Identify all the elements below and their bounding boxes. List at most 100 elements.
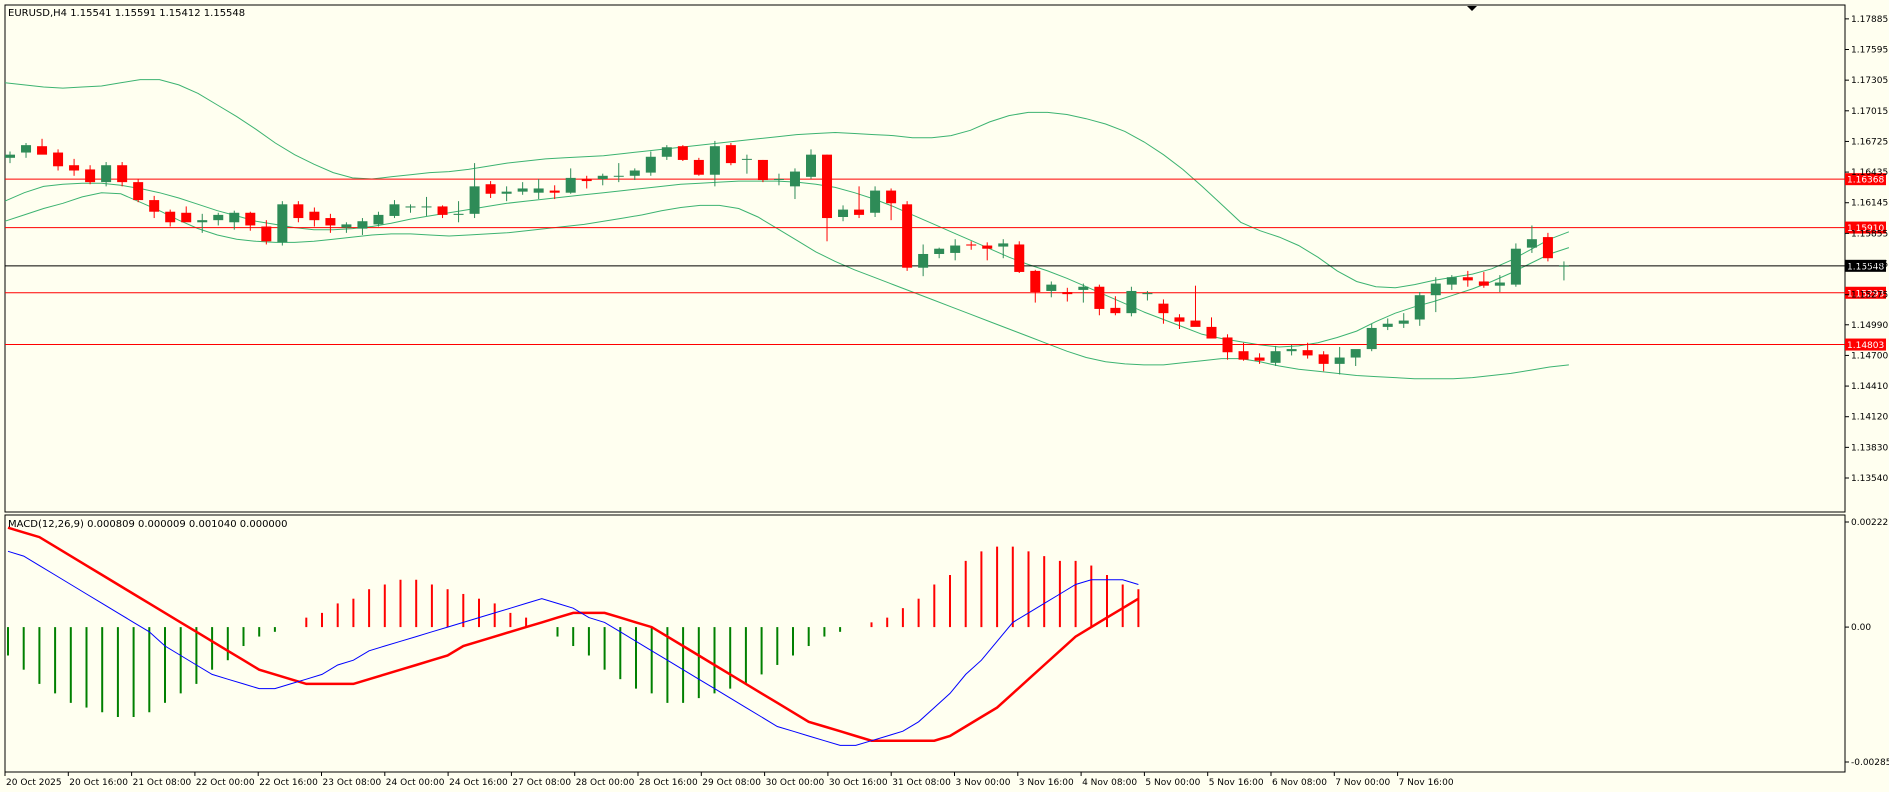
candle: [1462, 270, 1473, 287]
candle-body: [261, 226, 272, 242]
candle: [1110, 296, 1121, 316]
candle-body: [1414, 295, 1425, 320]
candle-body: [293, 204, 304, 219]
candle: [613, 163, 624, 183]
candle-body: [1046, 284, 1057, 291]
candle-body: [806, 154, 816, 177]
candle-body: [998, 243, 1009, 247]
candle: [1238, 342, 1249, 361]
candle-body: [85, 169, 96, 183]
candle-body: [1206, 326, 1217, 339]
price-tick-label: 1.14120: [1851, 413, 1888, 423]
candle: [934, 247, 945, 259]
candle-body: [373, 214, 384, 225]
candle: [1302, 342, 1313, 359]
candle-body: [886, 190, 897, 204]
macd-panel[interactable]: [4, 514, 1846, 773]
candle: [85, 165, 96, 185]
candle: [373, 211, 384, 227]
candle: [1030, 269, 1041, 303]
time-tick-label: 5 Nov 00:00: [1145, 778, 1200, 788]
price-tick-label: 1.15855: [1851, 229, 1888, 239]
time-axis: 20 Oct 2025 20 Oct 16:00 21 Oct 08:00 22 Oc…: [4, 772, 1454, 788]
candle-body: [1158, 303, 1169, 314]
candle-body: [725, 145, 736, 164]
macd-indicator: [7, 526, 1140, 746]
candle-body: [597, 175, 608, 179]
candle-body: [709, 146, 720, 175]
bollinger-lower-line: [4, 192, 1569, 380]
candle: [982, 242, 993, 261]
current-price-label: 1.15548: [1847, 262, 1884, 272]
candle: [469, 163, 480, 219]
candle-body: [565, 177, 576, 193]
price-tick-label: 1.13830: [1851, 443, 1888, 453]
candle-body: [549, 190, 560, 193]
time-tick-label: 24 Oct 16:00: [449, 778, 508, 788]
candle: [854, 186, 865, 219]
candle: [229, 210, 240, 230]
macd-tick-label: -0.00285: [1851, 758, 1889, 768]
time-tick-label: 22 Oct 16:00: [259, 778, 318, 788]
candle-body: [469, 186, 480, 214]
candle-body: [485, 184, 496, 194]
candle-body: [1286, 349, 1297, 352]
candle-body: [661, 147, 672, 157]
candle: [1270, 345, 1281, 366]
price-tick-label: 1.14700: [1851, 351, 1888, 361]
candle: [757, 159, 768, 183]
candle-body: [950, 245, 961, 253]
candle: [1494, 275, 1505, 293]
price-tick-label: 1.16435: [1851, 168, 1888, 178]
time-tick-label: 22 Oct 00:00: [196, 778, 255, 788]
candle-body: [1318, 354, 1329, 364]
candle: [918, 244, 929, 277]
candle-body: [405, 206, 416, 208]
candle: [245, 211, 256, 231]
candle-body: [181, 212, 192, 223]
candle: [485, 181, 496, 198]
candle-body: [1494, 282, 1505, 286]
price-tick-label: 1.17595: [1851, 46, 1888, 56]
time-tick-label: 4 Nov 08:00: [1082, 778, 1137, 788]
shift-marker-icon[interactable]: [1467, 6, 1477, 11]
candle: [870, 186, 881, 217]
candle: [421, 196, 432, 216]
candle: [325, 213, 336, 233]
candle: [1334, 346, 1345, 375]
candle: [213, 212, 224, 226]
candle: [1542, 232, 1553, 262]
price-level-label: 1.15293: [1847, 289, 1884, 299]
candle-body: [1062, 292, 1073, 295]
candle-body: [629, 170, 640, 176]
candle: [1382, 318, 1393, 331]
macd-signal-line: [7, 526, 1140, 742]
candle: [693, 157, 704, 176]
price-tick-label: 1.14410: [1851, 382, 1888, 392]
candle-body: [421, 206, 432, 208]
candle-body: [5, 154, 15, 158]
candle: [806, 149, 816, 179]
time-tick-label: 28 Oct 00:00: [576, 778, 635, 788]
candle: [117, 162, 128, 187]
candle-body: [1302, 350, 1313, 356]
price-tick-label: 1.17015: [1851, 107, 1888, 117]
candle-body: [1142, 293, 1153, 295]
price-level-badge: [1845, 173, 1886, 186]
horizontal-levels[interactable]: 1.16368 1.15910 1.15293 1.14803 1.15548: [5, 173, 1886, 351]
candle: [197, 213, 208, 233]
candle-body: [37, 146, 48, 155]
candle: [21, 143, 32, 158]
candle-body: [309, 211, 320, 221]
price-tick-label: 1.16145: [1851, 199, 1888, 209]
candle: [1094, 284, 1105, 316]
candle: [341, 222, 352, 233]
candle-body: [1398, 320, 1409, 324]
candle-body: [517, 188, 528, 192]
candle: [357, 218, 368, 235]
candle-body: [1558, 265, 1569, 267]
candle: [1206, 317, 1217, 339]
macd-tick-label: 0.00222: [1851, 518, 1888, 528]
candle: [389, 200, 400, 219]
